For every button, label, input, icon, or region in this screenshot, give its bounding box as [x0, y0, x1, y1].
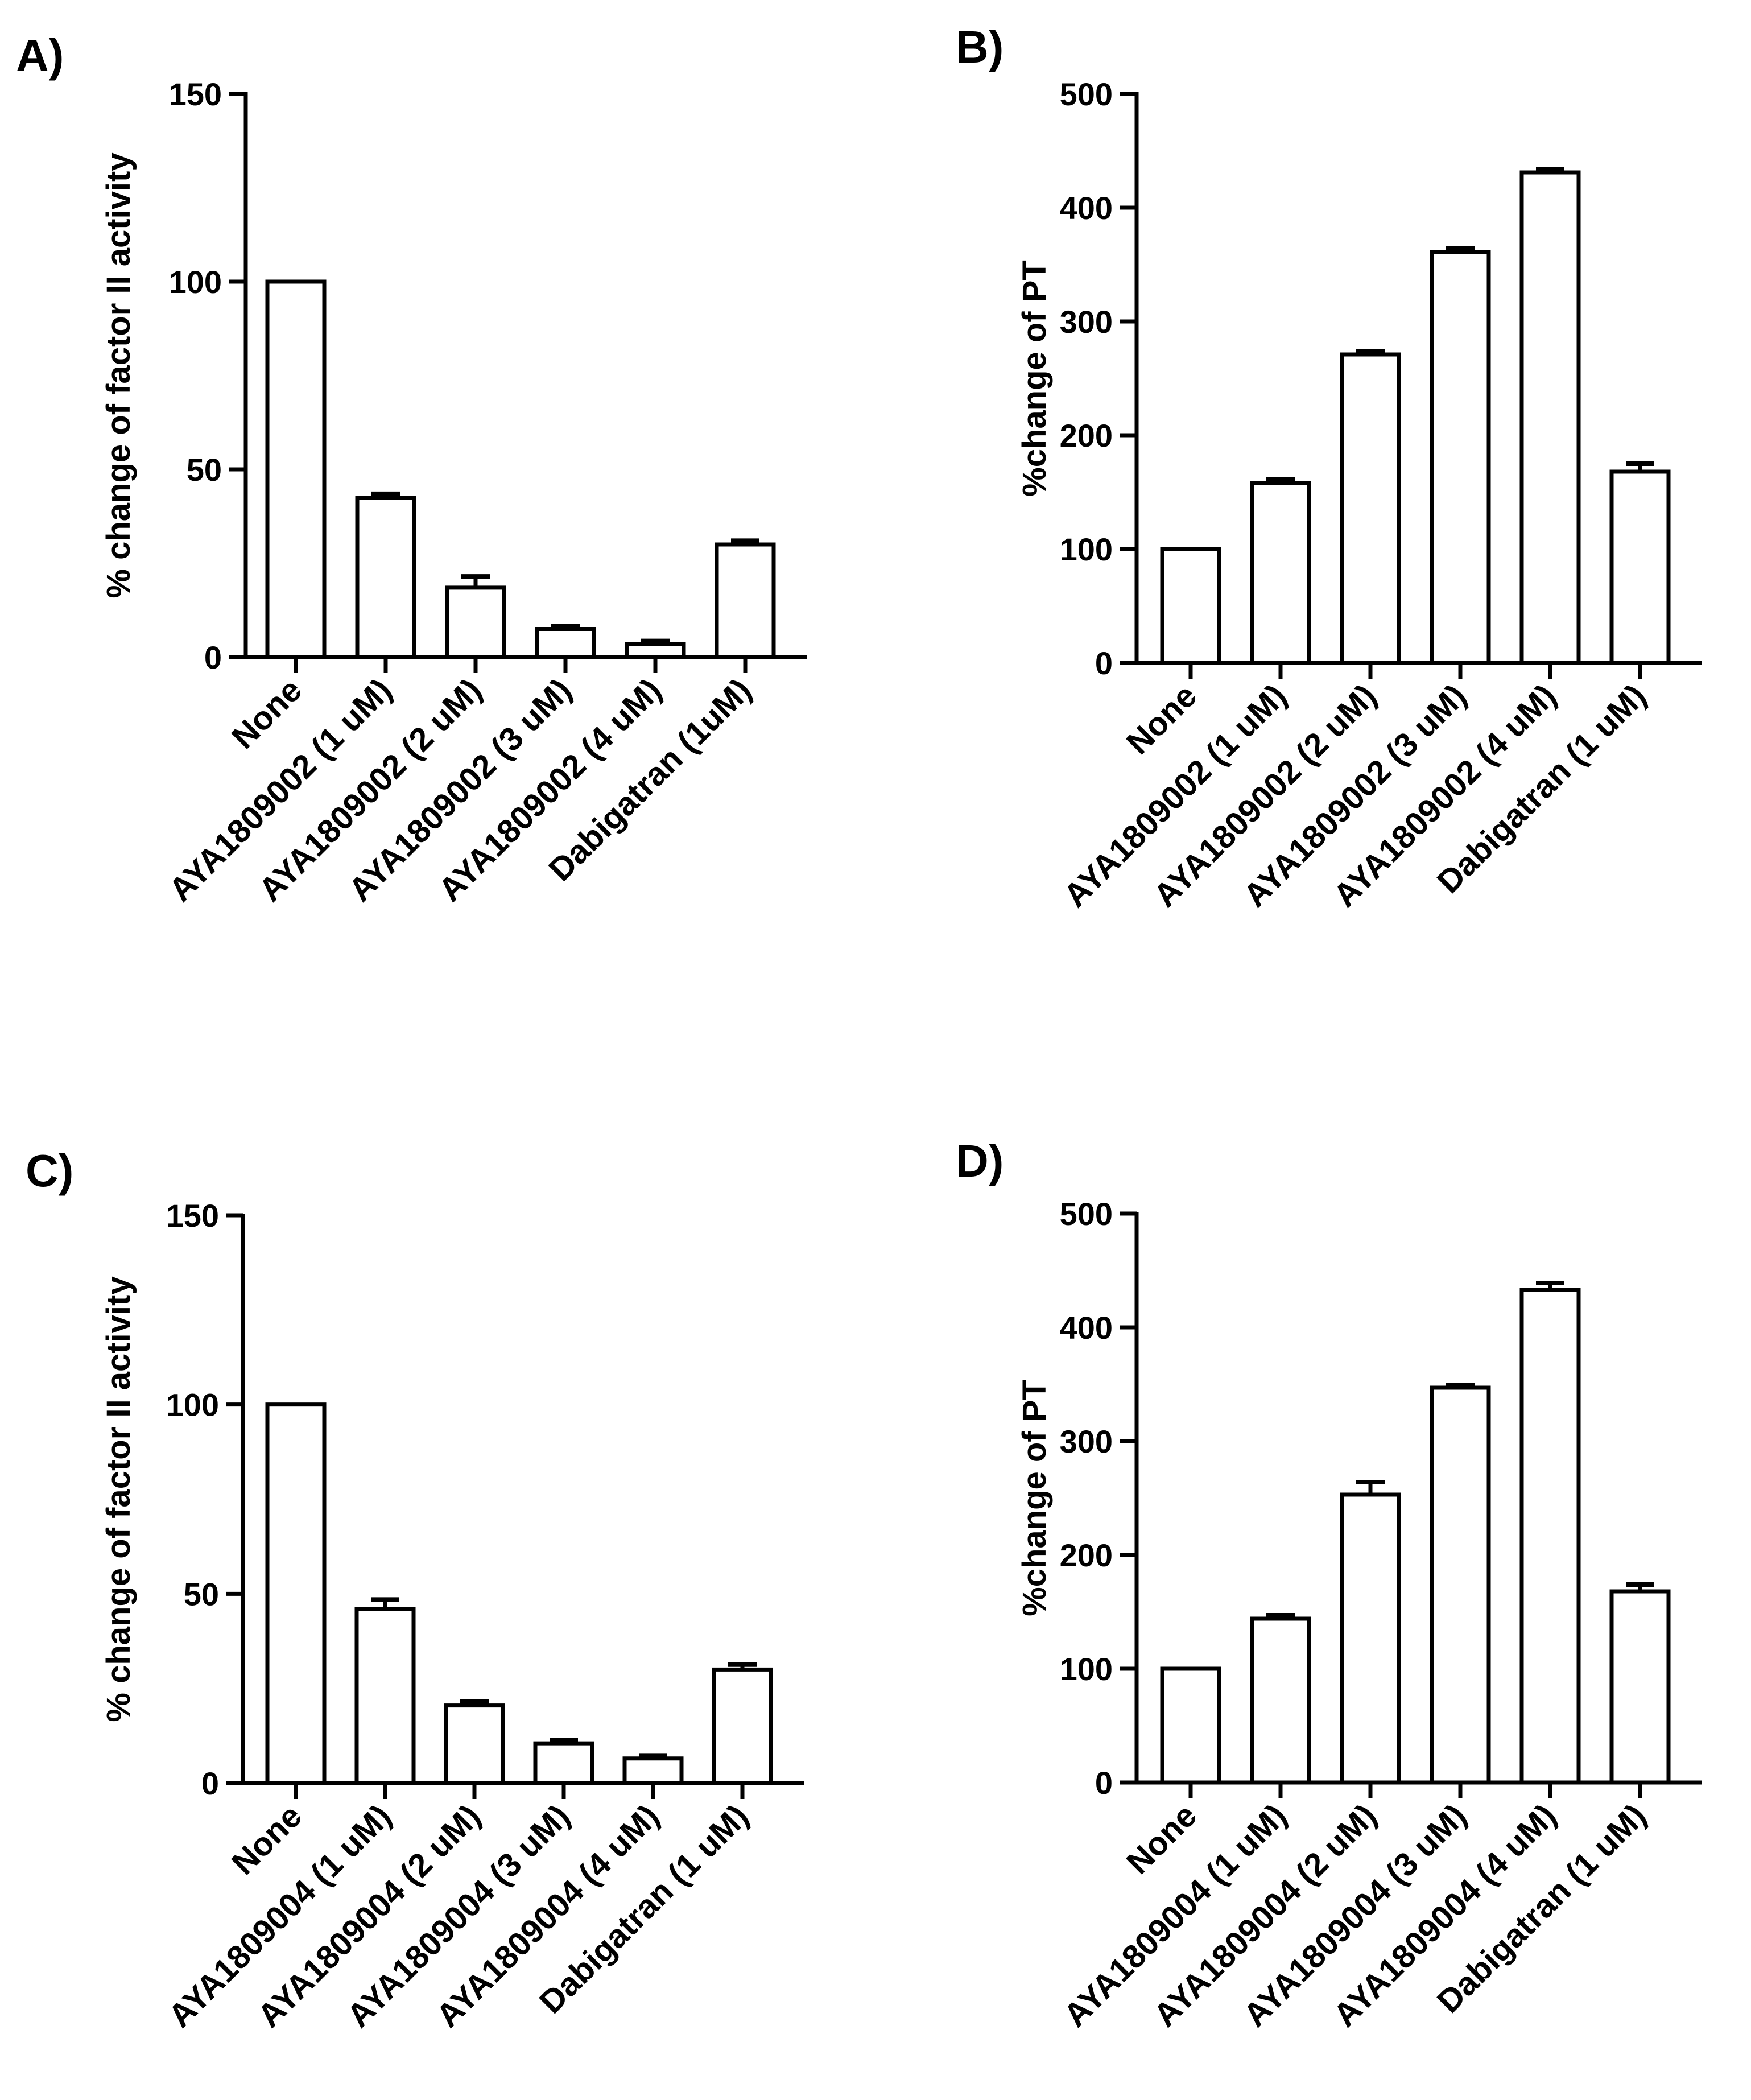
- y-axis-label: % change of factor II activity: [100, 1276, 137, 1722]
- y-tick-label: 500: [1060, 1196, 1113, 1232]
- y-tick-label: 50: [184, 1576, 219, 1612]
- bar: [1250, 481, 1311, 665]
- bar: [265, 1402, 327, 1785]
- y-tick-label: 0: [1095, 1765, 1113, 1801]
- category-label: None: [225, 671, 309, 756]
- bar: [1340, 352, 1401, 665]
- y-tick-label: 500: [1060, 76, 1113, 112]
- bar: [445, 585, 506, 659]
- bar: [1609, 1589, 1671, 1785]
- y-axis-label: %change of PT: [1016, 260, 1053, 497]
- bar: [1160, 547, 1221, 665]
- y-tick-label: 100: [1060, 531, 1113, 567]
- category-label: None: [1120, 1797, 1204, 1881]
- bar: [1160, 1666, 1221, 1785]
- bar: [535, 627, 596, 659]
- y-tick-label: 150: [169, 76, 222, 112]
- y-axis-label: %change of PT: [1016, 1380, 1053, 1616]
- bar: [1430, 250, 1491, 665]
- panel-a: A) 0 50 100 150 % change of factor II activit…: [16, 30, 807, 909]
- y-tick-label: 400: [1060, 190, 1113, 226]
- panel-letter: A): [16, 30, 64, 81]
- panel-c: C) 0 50 100 150 % change of factor II activit…: [26, 1145, 804, 2035]
- category-label: None: [225, 1797, 309, 1882]
- bar: [622, 1756, 684, 1785]
- bar: [265, 279, 327, 659]
- bar: [1430, 1385, 1491, 1785]
- y-tick-label: 150: [166, 1198, 219, 1233]
- bar: [1519, 170, 1581, 665]
- y-axis-label: % change of factor II activity: [100, 152, 137, 598]
- bar: [355, 496, 416, 659]
- bar: [625, 642, 686, 659]
- bar: [444, 1703, 505, 1785]
- panel-letter: D): [956, 1136, 1003, 1186]
- bar: [1250, 1616, 1311, 1785]
- panel-letter: C): [26, 1145, 73, 1196]
- y-tick-label: 200: [1060, 418, 1113, 453]
- panel-letter: B): [956, 22, 1003, 72]
- bar: [712, 1667, 773, 1785]
- y-tick-label: 300: [1060, 1424, 1113, 1459]
- bar: [1340, 1492, 1401, 1785]
- y-tick-label: 100: [169, 264, 222, 300]
- y-tick-label: 400: [1060, 1310, 1113, 1346]
- y-tick-label: 200: [1060, 1537, 1113, 1573]
- y-tick-label: 0: [1095, 645, 1113, 681]
- y-tick-label: 0: [201, 1765, 219, 1801]
- bar: [354, 1607, 416, 1785]
- y-tick-label: 0: [204, 640, 222, 675]
- y-tick-label: 300: [1060, 304, 1113, 340]
- bar: [533, 1741, 594, 1785]
- y-tick-label: 100: [1060, 1651, 1113, 1687]
- y-tick-label: 100: [166, 1387, 219, 1423]
- bar: [1609, 469, 1671, 665]
- bar: [715, 542, 776, 659]
- category-label: None: [1120, 677, 1204, 761]
- bar: [1519, 1288, 1581, 1785]
- y-tick-label: 50: [187, 452, 222, 488]
